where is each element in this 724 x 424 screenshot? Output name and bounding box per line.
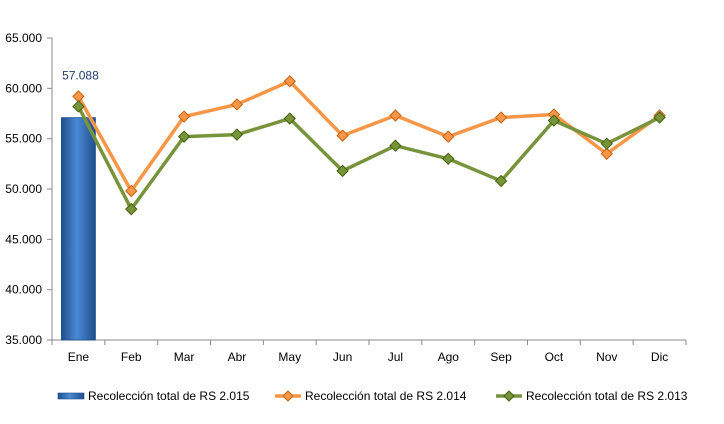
y-tick-label: 55.000 xyxy=(5,132,42,146)
bar xyxy=(61,117,96,341)
legend-item: Recolección total de RS 2.013 xyxy=(496,389,688,403)
bar-data-label: 57.088 xyxy=(62,69,99,83)
legend-swatch-bar xyxy=(57,392,85,400)
x-tick-label: Abr xyxy=(228,350,247,364)
data-point xyxy=(442,152,455,166)
series-line xyxy=(76,79,661,193)
x-tick-label: May xyxy=(278,350,301,364)
legend-marker xyxy=(282,390,294,402)
series-line xyxy=(76,105,661,211)
data-point xyxy=(230,98,244,111)
line-series xyxy=(72,75,666,216)
x-tick-label: Oct xyxy=(545,350,564,364)
x-tick-label: Mar xyxy=(174,350,195,364)
data-point xyxy=(336,129,349,142)
data-point xyxy=(125,202,138,216)
data-point xyxy=(600,147,613,160)
data-point xyxy=(177,110,191,123)
data-point xyxy=(72,100,85,113)
y-tick-label: 50.000 xyxy=(5,182,42,196)
data-point xyxy=(494,174,508,188)
legend-item: Recolección total de RS 2.015 xyxy=(57,389,250,403)
legend-marker xyxy=(503,390,515,402)
line-series-0 xyxy=(72,75,666,198)
data-point xyxy=(283,112,296,125)
x-tick-label: Dic xyxy=(651,350,668,364)
data-point xyxy=(283,75,296,88)
data-point xyxy=(230,128,244,141)
data-point xyxy=(653,111,666,124)
x-tick-label: Ene xyxy=(68,350,90,364)
x-tick-label: Feb xyxy=(121,350,142,364)
legend: Recolección total de RS 2.015 Recolección… xyxy=(57,389,688,403)
data-point xyxy=(177,130,191,143)
data-point xyxy=(494,111,508,124)
data-point xyxy=(442,130,455,143)
x-tick-label: Nov xyxy=(596,350,617,364)
y-tick-label: 60.000 xyxy=(5,81,42,95)
x-tick-labels: Ene Feb Mar Abr May Jun Jul Ago Sep Oct Nov Dic xyxy=(68,350,669,364)
data-point xyxy=(389,139,402,152)
data-point xyxy=(389,109,402,122)
legend-item: Recolección total de RS 2.014 xyxy=(275,389,467,403)
legend-label: Recolección total de RS 2.014 xyxy=(305,389,467,403)
y-tick-label: 40.000 xyxy=(5,283,42,297)
data-point xyxy=(336,164,349,178)
data-labels: 57.088 xyxy=(62,69,99,83)
x-tick-label: Sep xyxy=(490,350,512,364)
legend-label: Recolección total de RS 2.015 xyxy=(88,389,250,403)
y-tick-label: 65.000 xyxy=(5,31,42,45)
data-point xyxy=(600,137,613,150)
y-tick-label: 45.000 xyxy=(5,232,42,246)
data-point xyxy=(547,114,561,127)
y-tick-labels: 35.000 40.000 45.000 50.000 55.000 60.000 65.0… xyxy=(5,31,42,347)
x-tick-label: Jul xyxy=(388,350,403,364)
x-tick-label: Jun xyxy=(333,350,352,364)
line-series-1 xyxy=(72,100,666,216)
axes xyxy=(47,37,687,345)
data-point xyxy=(125,184,138,198)
bar-series xyxy=(61,117,96,341)
legend-label: Recolección total de RS 2.013 xyxy=(526,389,688,403)
x-tick-label: Ago xyxy=(438,350,460,364)
y-tick-label: 35.000 xyxy=(5,333,42,347)
